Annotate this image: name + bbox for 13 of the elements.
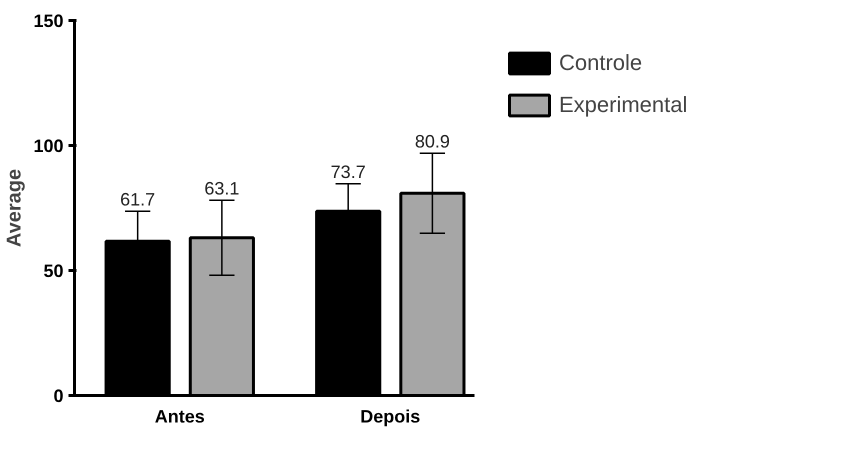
- data-label: 63.1: [204, 178, 240, 198]
- y-axis-title: Average: [3, 168, 26, 248]
- legend-label: Experimental: [559, 92, 688, 118]
- y-tick-label: 150: [33, 11, 64, 31]
- x-tick-label: Depois: [360, 406, 420, 426]
- legend-label: Controle: [559, 50, 642, 76]
- x-tick-label: Antes: [154, 406, 205, 426]
- data-label: 80.9: [414, 131, 450, 152]
- y-tick-label: 0: [53, 386, 64, 406]
- y-tick-label: 100: [33, 136, 64, 156]
- data-label: 73.7: [330, 162, 366, 182]
- data-label: 61.7: [120, 189, 156, 210]
- y-tick-label: 50: [43, 261, 64, 281]
